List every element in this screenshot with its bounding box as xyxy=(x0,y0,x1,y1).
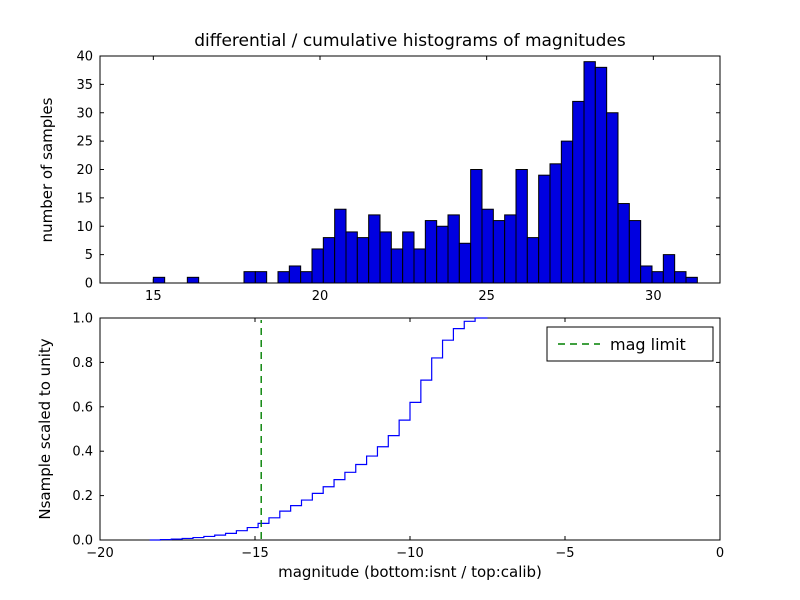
bottom-cumulative-subplot: −20 −15 −10 −5 0 0.0 0.2 0.4 0.6 0.8 1.0 mag limit xyxy=(72,312,724,562)
histogram-bar xyxy=(402,231,415,284)
y-tick-label: 30 xyxy=(76,106,93,121)
histogram-bar xyxy=(277,271,290,284)
histogram-bar xyxy=(152,276,166,284)
histogram-bar xyxy=(594,66,608,284)
x-tick-label: 30 xyxy=(645,289,662,304)
x-tick-label: −10 xyxy=(396,546,423,561)
histogram-bar xyxy=(481,208,494,284)
x-tick-label: 0 xyxy=(716,546,724,561)
histogram-bar xyxy=(458,242,472,284)
histogram-bar xyxy=(356,237,370,284)
legend-label: mag limit xyxy=(610,335,686,354)
histogram-bar xyxy=(504,214,517,284)
legend: mag limit xyxy=(546,326,714,362)
histogram-bar xyxy=(311,248,324,284)
histogram-bar xyxy=(334,208,347,284)
histogram-bars xyxy=(152,61,698,284)
histogram-bar xyxy=(186,276,200,284)
y-tick-label: 0.0 xyxy=(72,534,93,549)
histogram-bar xyxy=(651,271,664,284)
y-tick-label: 5 xyxy=(85,248,93,263)
x-axis-label: magnitude (bottom:isnt / top:calib) xyxy=(278,563,542,581)
histogram-bar xyxy=(640,265,653,284)
x-tick-label: 15 xyxy=(145,289,162,304)
histogram-bar xyxy=(617,203,630,284)
y-tick-label: 10 xyxy=(76,220,93,235)
histogram-bar xyxy=(560,140,574,284)
histogram-bar xyxy=(254,271,268,284)
histogram-bar xyxy=(345,231,358,284)
x-tick-label: 25 xyxy=(478,289,495,304)
y-tick-label: 20 xyxy=(76,163,93,178)
histogram-bar xyxy=(322,237,336,284)
y-tick-label: 0.4 xyxy=(72,445,93,460)
y-tick-label: 40 xyxy=(76,50,93,65)
histogram-bar xyxy=(549,163,562,284)
histogram-bar xyxy=(288,265,302,284)
histogram-bar xyxy=(606,112,619,284)
histogram-bar xyxy=(470,169,483,284)
histogram-bar xyxy=(413,248,426,284)
y-tick-label: 0.8 xyxy=(72,356,93,371)
chart-title: differential / cumulative histograms of … xyxy=(194,31,626,51)
y-tick-label: 1.0 xyxy=(72,312,93,327)
y-tick-label: 25 xyxy=(76,135,93,150)
histogram-bar xyxy=(492,220,506,284)
y-tick-label: 15 xyxy=(76,191,93,206)
histogram-bar xyxy=(674,271,687,284)
histogram-bar xyxy=(583,61,596,284)
histogram-bar xyxy=(447,214,460,284)
histogram-bar xyxy=(390,248,404,284)
histogram-bar xyxy=(662,254,676,284)
x-tick-label: −15 xyxy=(241,546,268,561)
histogram-bar xyxy=(436,225,449,284)
bottom-y-axis-label: Nsample scaled to unity xyxy=(36,338,54,519)
x-tick-label: −20 xyxy=(86,546,113,561)
histogram-bar xyxy=(379,231,392,284)
y-tick-label: 0.2 xyxy=(72,489,93,504)
top-y-axis-label: number of samples xyxy=(38,97,56,242)
cumulative-step-line xyxy=(149,317,488,541)
histogram-bar xyxy=(538,174,551,284)
x-tick-label: 20 xyxy=(312,289,329,304)
top-histogram-subplot: 15 20 25 30 0 5 10 15 20 25 30 35 40 xyxy=(76,50,721,304)
histogram-bar xyxy=(628,220,642,284)
histogram-bar xyxy=(300,271,313,284)
histogram-bar xyxy=(526,237,540,284)
histogram-bar xyxy=(243,271,256,284)
y-tick-label: 0.6 xyxy=(72,400,93,415)
histogram-bar xyxy=(685,276,698,284)
x-tick-label: −5 xyxy=(555,546,574,561)
histogram-bar xyxy=(572,100,585,284)
y-tick-label: 0 xyxy=(85,277,93,292)
histogram-bar xyxy=(368,214,381,284)
y-tick-label: 35 xyxy=(76,78,93,93)
histogram-bar xyxy=(515,169,528,284)
histogram-bar xyxy=(424,220,438,284)
